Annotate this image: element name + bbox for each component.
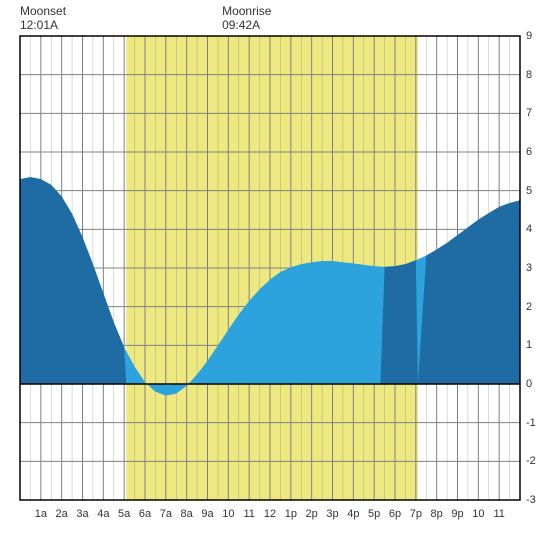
x-tick-label: 10 — [222, 508, 234, 520]
tide-area-night-0 — [20, 177, 126, 384]
y-tick-label: 7 — [526, 107, 546, 119]
y-tick-label: 5 — [526, 185, 546, 197]
y-tick-label: -1 — [526, 417, 546, 429]
y-tick-label: 4 — [526, 223, 546, 235]
x-tick-label: 7a — [160, 508, 172, 520]
x-tick-label: 11 — [243, 508, 254, 520]
x-tick-label: 4p — [347, 508, 359, 520]
y-tick-label: 8 — [526, 69, 546, 81]
moonrise-time: 09:42A — [222, 18, 271, 32]
moonrise-title: Moonrise — [222, 4, 271, 18]
x-tick-label: 10 — [472, 508, 484, 520]
x-tick-label: 8p — [431, 508, 443, 520]
x-tick-label: 2a — [56, 508, 68, 520]
x-tick-label: 1a — [35, 508, 47, 520]
x-tick-label: 7p — [410, 508, 422, 520]
x-tick-label: 1p — [285, 508, 297, 520]
x-tick-label: 12 — [264, 508, 276, 520]
y-tick-label: -3 — [526, 494, 546, 506]
tide-area-night-2 — [418, 200, 520, 384]
x-tick-label: 9a — [201, 508, 213, 520]
y-tick-label: 2 — [526, 301, 546, 313]
x-tick-label: 3p — [326, 508, 338, 520]
x-tick-label: 5p — [368, 508, 380, 520]
x-tick-label: 4a — [97, 508, 109, 520]
y-tick-label: -2 — [526, 455, 546, 467]
plot-area — [0, 0, 550, 550]
y-tick-label: 9 — [526, 30, 546, 42]
x-tick-label: 2p — [306, 508, 318, 520]
moonset-label: Moonset 12:01A — [20, 4, 66, 32]
x-tick-label: 6a — [139, 508, 151, 520]
x-tick-label: 11 — [493, 508, 504, 520]
x-tick-label: 3a — [76, 508, 88, 520]
y-tick-label: 3 — [526, 262, 546, 274]
y-tick-label: 1 — [526, 339, 546, 351]
moonrise-label: Moonrise 09:42A — [222, 4, 271, 32]
tide-area-night-1 — [380, 260, 418, 384]
x-tick-label: 8a — [181, 508, 193, 520]
moonset-title: Moonset — [20, 4, 66, 18]
x-tick-label: 5a — [118, 508, 130, 520]
y-tick-label: 0 — [526, 378, 546, 390]
y-tick-label: 6 — [526, 146, 546, 158]
x-tick-label: 6p — [389, 508, 401, 520]
moonset-time: 12:01A — [20, 18, 66, 32]
x-tick-label: 9p — [451, 508, 463, 520]
tide-chart: Moonset 12:01A Moonrise 09:42A -3-2-1012… — [0, 0, 550, 550]
